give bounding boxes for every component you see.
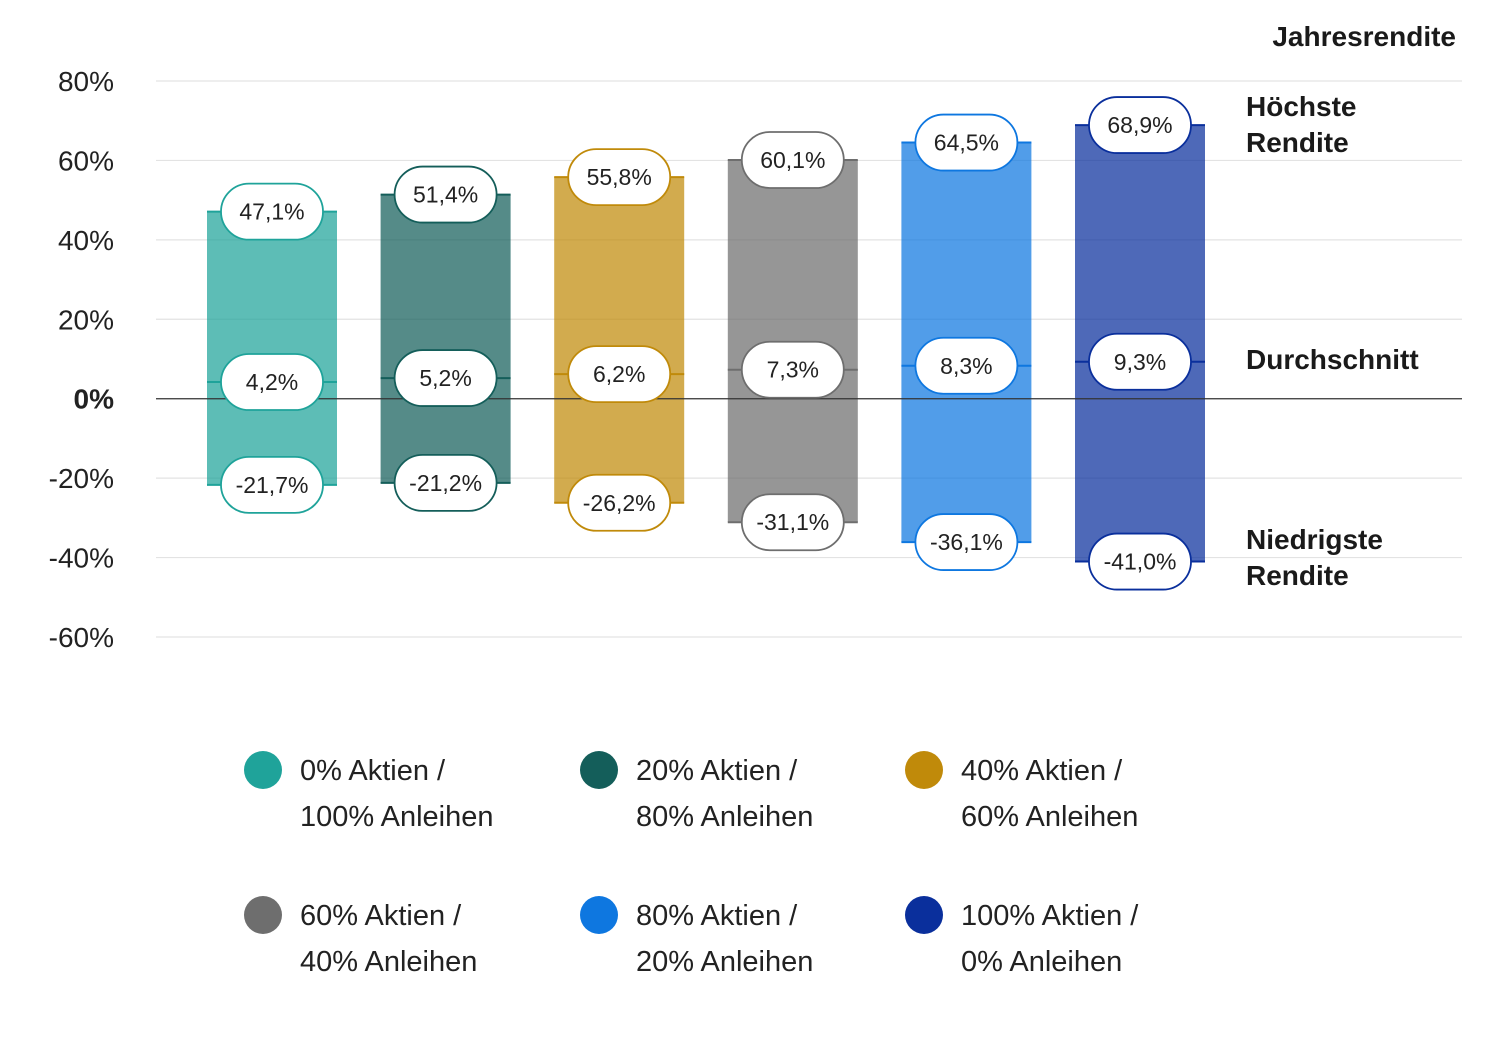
bar-group bbox=[554, 176, 685, 504]
range-bar bbox=[207, 211, 337, 485]
pill-value: 68,9% bbox=[1107, 112, 1172, 138]
pill-value: 55,8% bbox=[587, 164, 652, 190]
avg-value-pill: 6,2% bbox=[567, 345, 672, 403]
avg-value-pill: 9,3% bbox=[1088, 332, 1192, 391]
y-tick-label: -20% bbox=[49, 463, 114, 494]
pill-shape bbox=[220, 353, 324, 411]
min-value-pill: -21,7% bbox=[220, 455, 324, 514]
legend-label: 20% Aktien /80% Anleihen bbox=[636, 755, 814, 833]
pill-value: -36,1% bbox=[930, 529, 1003, 555]
pill-value: 7,3% bbox=[767, 357, 819, 383]
y-tick-label: 60% bbox=[58, 145, 114, 176]
legend-label: 80% Aktien /20% Anleihen bbox=[636, 900, 814, 978]
min-value-pill: -31,1% bbox=[740, 493, 845, 552]
max-label-line2: Rendite bbox=[1246, 127, 1349, 158]
pill-shape bbox=[393, 454, 498, 512]
legend-label: 100% Aktien /0% Anleihen bbox=[961, 900, 1139, 978]
legend-item: 40% Aktien /60% Anleihen bbox=[901, 748, 1221, 848]
y-tick-label: 40% bbox=[58, 225, 114, 256]
pill-shape bbox=[740, 340, 845, 399]
legend-dot bbox=[905, 751, 943, 789]
pill-value: -31,1% bbox=[756, 509, 829, 535]
y-tick-label: -60% bbox=[49, 622, 114, 653]
max-label-line1: Höchste bbox=[1246, 91, 1356, 122]
legend-dot bbox=[580, 751, 618, 789]
legend-label: 40% Aktien /60% Anleihen bbox=[961, 755, 1139, 833]
legend-label: 60% Aktien /40% Anleihen bbox=[300, 900, 478, 978]
pill-value: 51,4% bbox=[413, 182, 478, 208]
min-value-pill: -21,2% bbox=[393, 454, 498, 512]
pill-shape bbox=[393, 349, 498, 407]
min-label-line2: Rendite bbox=[1246, 560, 1349, 591]
pill-value: -26,2% bbox=[583, 490, 656, 516]
legend-item: 20% Aktien /80% Anleihen bbox=[576, 748, 896, 848]
pill-value: -21,2% bbox=[409, 470, 482, 496]
side-labels: Jahresrendite Höchste Rendite Durchschni… bbox=[1246, 21, 1456, 591]
pill-shape bbox=[220, 182, 324, 241]
bar-group bbox=[380, 193, 511, 484]
pill-shape bbox=[567, 473, 672, 532]
pill-shape bbox=[1088, 332, 1192, 391]
pill-shape bbox=[220, 455, 324, 514]
legend-dot bbox=[580, 896, 618, 934]
range-bar bbox=[380, 194, 511, 483]
min-value-pill: -41,0% bbox=[1088, 532, 1192, 591]
y-tick-label: 0% bbox=[74, 384, 115, 415]
legend-dot bbox=[244, 751, 282, 789]
pill-shape bbox=[740, 493, 845, 552]
min-value-pill: -26,2% bbox=[567, 473, 672, 532]
legend-item: 60% Aktien /40% Anleihen bbox=[240, 893, 560, 993]
pill-value: 47,1% bbox=[239, 199, 304, 225]
pill-value: 64,5% bbox=[934, 130, 999, 156]
pill-value: -21,7% bbox=[236, 472, 309, 498]
pill-shape bbox=[914, 513, 1019, 571]
avg-value-pill: 4,2% bbox=[220, 353, 324, 411]
max-value-pill: 68,9% bbox=[1088, 96, 1192, 154]
pill-shape bbox=[914, 113, 1019, 172]
max-value-pill: 60,1% bbox=[740, 131, 845, 189]
pill-shape bbox=[567, 148, 672, 207]
bars bbox=[207, 124, 1205, 563]
legend-label: 0% Aktien /100% Anleihen bbox=[300, 755, 494, 833]
pill-value: 8,3% bbox=[940, 353, 992, 379]
avg-label: Durchschnitt bbox=[1246, 344, 1419, 375]
legend-dot bbox=[905, 896, 943, 934]
max-value-pill: 55,8% bbox=[567, 148, 672, 207]
pill-value: 5,2% bbox=[419, 365, 471, 391]
y-axis-ticks: 80% 60% 40% 20% 0% -20% -40% -60% bbox=[49, 66, 114, 653]
y-tick-label: 20% bbox=[58, 304, 114, 335]
max-value-pill: 64,5% bbox=[914, 113, 1019, 172]
bar-group bbox=[207, 210, 337, 486]
legend-item: 0% Aktien /100% Anleihen bbox=[240, 748, 560, 848]
legend-item: 100% Aktien /0% Anleihen bbox=[901, 893, 1221, 993]
pill-shape bbox=[740, 131, 845, 189]
min-value-pill: -36,1% bbox=[914, 513, 1019, 571]
range-bar bbox=[554, 177, 685, 503]
legend-dot bbox=[244, 896, 282, 934]
pill-value: 60,1% bbox=[760, 147, 825, 173]
pill-shape bbox=[393, 165, 498, 224]
pill-shape bbox=[567, 345, 672, 403]
min-label-line1: Niedrigste bbox=[1246, 524, 1383, 555]
max-value-pill: 51,4% bbox=[393, 165, 498, 224]
avg-value-pill: 7,3% bbox=[740, 340, 845, 399]
pill-shape bbox=[1088, 532, 1192, 591]
value-labels: 47,1% 4,2% -21,7% 51,4% 5,2% -21,2% 55,8% 6,2% -… bbox=[220, 96, 1192, 591]
y-tick-label: -40% bbox=[49, 543, 114, 574]
pill-value: 4,2% bbox=[246, 369, 298, 395]
y-tick-label: 80% bbox=[58, 66, 114, 97]
pill-shape bbox=[1088, 96, 1192, 154]
pill-value: 6,2% bbox=[593, 361, 645, 387]
legend-item: 80% Aktien /20% Anleihen bbox=[576, 893, 896, 993]
max-value-pill: 47,1% bbox=[220, 182, 324, 241]
pill-shape bbox=[914, 336, 1019, 395]
pill-value: -41,0% bbox=[1104, 549, 1177, 575]
range-bar-chart: 80% 60% 40% 20% 0% -20% -40% -60% 47,1% 4,2% -21,… bbox=[49, 21, 1462, 653]
pill-value: 9,3% bbox=[1114, 349, 1166, 375]
avg-value-pill: 8,3% bbox=[914, 336, 1019, 395]
avg-value-pill: 5,2% bbox=[393, 349, 498, 407]
header-label: Jahresrendite bbox=[1272, 21, 1456, 52]
